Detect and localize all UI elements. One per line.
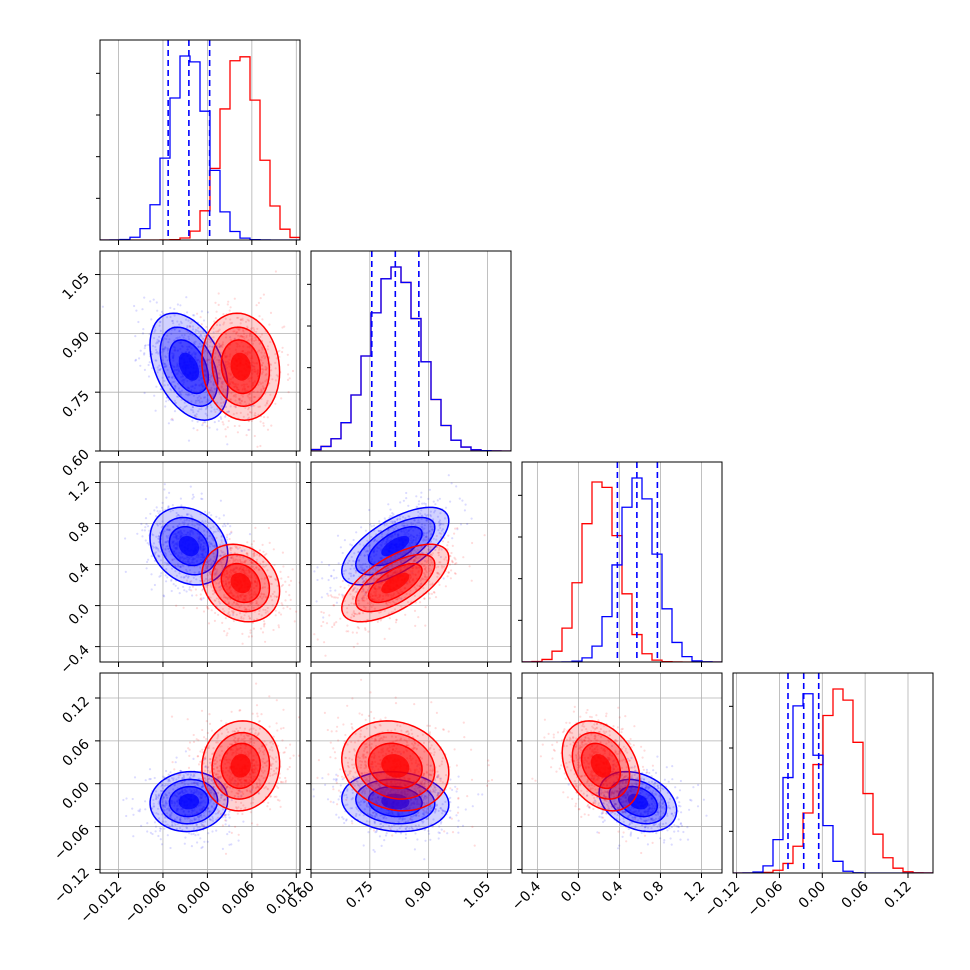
contour-blue-3-1-0 — [341, 770, 450, 833]
x-tick-label-2-0: −0.4 — [509, 878, 544, 913]
y-tick-label-2-0: −0.4 — [57, 642, 92, 677]
y-tick-label-1-3: 1.05 — [59, 270, 92, 303]
contour-blue-2-1-0 — [341, 506, 450, 586]
contour-blue-2-1-1 — [355, 516, 436, 576]
x-tick-label-0-1: −0.006 — [122, 878, 170, 926]
contour-red-3-2-2 — [580, 742, 622, 790]
contour-red-3-2-1 — [571, 731, 631, 800]
x-tick-label-2-3: 0.8 — [640, 879, 667, 906]
contour-blue-3-1-2 — [367, 785, 423, 818]
x-tick-label-1-2: 0.90 — [402, 879, 435, 912]
scatter-frame-3-0 — [99, 672, 301, 874]
contour-red-2-1-1 — [355, 553, 436, 613]
contour-red-1-0-0 — [201, 312, 281, 421]
contour-red-1-0-2 — [220, 339, 261, 395]
x-tick-label-0-0: −0.012 — [77, 879, 125, 927]
contour-red-1-0-1 — [211, 326, 271, 407]
x-tick-label-3-0: −0.12 — [702, 879, 744, 921]
histogram-frame-1 — [310, 250, 512, 452]
contour-blue-1-0-0 — [149, 312, 229, 421]
y-tick-label-3-4: 0.12 — [59, 694, 92, 727]
contour-red-3-1-0 — [341, 720, 450, 812]
contour-blue-3-0-1 — [159, 778, 219, 825]
contour-blue-3-2-1 — [608, 778, 668, 825]
contour-blue-1-0-2 — [168, 339, 210, 395]
histogram-frame-2 — [521, 461, 723, 663]
scatter-panel-1-0 — [100, 251, 300, 451]
contour-red-2-1-0 — [341, 543, 450, 623]
contour-blue-2-0-0 — [149, 506, 229, 586]
x-tick-label-2-2: 0.4 — [599, 878, 626, 905]
scatter-frame-2-1 — [310, 461, 512, 663]
histogram-blue-3 — [733, 693, 933, 873]
y-tick-label-1-2: 0.90 — [59, 329, 92, 362]
x-tick-label-0-3: 0.006 — [219, 878, 259, 918]
contour-blue-3-2-0 — [598, 770, 678, 833]
y-tick-label-1-1: 0.75 — [59, 388, 92, 421]
histogram-frame-3 — [732, 672, 934, 874]
contour-red-2-0-2 — [220, 562, 261, 604]
histogram-blue-1 — [311, 266, 511, 451]
scatter-panel-3-1 — [311, 673, 511, 873]
scatter-frame-3-2 — [521, 672, 723, 874]
y-tick-label-2-2: 0.4 — [66, 560, 93, 587]
x-tick-label-2-1: 0.0 — [558, 879, 585, 906]
x-tick-label-1-3: 1.05 — [461, 879, 494, 912]
x-tick-label-3-3: 0.06 — [839, 878, 872, 911]
y-tick-label-3-1: −0.06 — [51, 822, 93, 864]
y-tick-label-3-0: −0.12 — [51, 865, 93, 907]
contour-red-3-0-0 — [201, 720, 281, 812]
contour-red-3-0-2 — [220, 742, 261, 790]
y-tick-label-3-3: 0.06 — [59, 736, 92, 769]
scatter-frame-3-1 — [310, 672, 512, 874]
contour-red-2-0-1 — [211, 553, 271, 613]
scatter-panel-3-0 — [100, 673, 300, 873]
histogram-panel-1 — [311, 251, 511, 451]
x-tick-label-2-4: 1.2 — [681, 879, 708, 906]
scatter-frame-2-0 — [99, 461, 301, 663]
contour-blue-2-0-1 — [159, 516, 219, 576]
scatter-panel-2-0 — [100, 462, 300, 662]
contour-red-3-0-1 — [211, 731, 271, 800]
contour-blue-2-1-2 — [367, 525, 423, 567]
histogram-panel-0 — [100, 40, 300, 240]
y-tick-label-1-0: 0.60 — [59, 447, 92, 480]
scatter-frame-1-0 — [99, 250, 301, 452]
y-tick-label-2-3: 0.8 — [66, 519, 93, 546]
x-tick-label-3-2: 0.00 — [796, 879, 829, 912]
histogram-frame-0 — [99, 39, 301, 241]
histogram-panel-2 — [522, 462, 722, 662]
y-tick-label-3-2: 0.00 — [59, 779, 92, 812]
contour-blue-3-0-0 — [149, 770, 229, 833]
contour-red-2-0-0 — [201, 543, 281, 623]
scatter-panel-2-1 — [311, 462, 511, 662]
histogram-panel-3 — [733, 673, 933, 873]
contour-red-2-1-2 — [367, 562, 423, 604]
y-tick-label-2-1: 0.0 — [66, 601, 93, 628]
x-tick-label-1-1: 0.75 — [343, 879, 376, 912]
contour-red-3-2-0 — [561, 720, 641, 812]
contour-red-3-1-1 — [355, 731, 436, 800]
x-tick-label-3-1: −0.06 — [745, 878, 787, 920]
x-tick-label-0-2: 0.000 — [175, 879, 215, 919]
scatter-panel-3-2 — [522, 673, 722, 873]
contour-blue-3-0-2 — [168, 785, 210, 818]
x-tick-label-3-4: 0.12 — [881, 879, 914, 912]
y-tick-label-2-4: 1.2 — [66, 478, 93, 505]
contour-red-3-1-2 — [367, 742, 423, 790]
